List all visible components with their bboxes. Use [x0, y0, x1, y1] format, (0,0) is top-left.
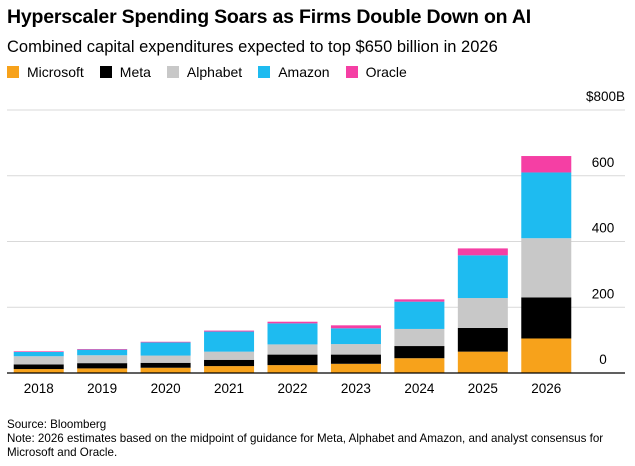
bar-segment-oracle-2026: [521, 156, 572, 173]
bar-segment-microsoft-2018: [13, 369, 64, 373]
bar-segment-alphabet-2024: [394, 328, 445, 347]
bar-segment-amazon-2021: [204, 331, 255, 352]
bar-segment-alphabet-2023: [330, 344, 381, 355]
bar-segment-oracle-2020: [140, 341, 191, 343]
bar-segment-meta-2024: [394, 346, 445, 359]
bar-segment-amazon-2025: [457, 255, 508, 299]
x-tick-label: 2025: [468, 381, 498, 396]
x-tick-label: 2021: [214, 381, 244, 396]
bar-segment-meta-2019: [77, 363, 128, 369]
legend-swatch-amazon: [258, 66, 271, 78]
stacked-bar-chart: 0 200 400 600 $800B 2018 2019 2020 2021 2022 2023 2…: [7, 89, 625, 396]
bar-segment-alphabet-2019: [77, 355, 128, 364]
legend-label-oracle: Oracle: [365, 64, 407, 80]
chart-footer: Source: Bloomberg Note: 2026 estimates b…: [7, 418, 607, 460]
bar-segment-meta-2023: [330, 354, 381, 364]
x-tick-label: 2018: [24, 381, 54, 396]
bar-segment-oracle-2024: [394, 299, 445, 302]
bar-segment-oracle-2019: [77, 349, 128, 350]
legend-swatch-meta: [99, 66, 112, 78]
bar-segment-microsoft-2022: [267, 365, 318, 373]
x-tick-label: 2020: [151, 381, 181, 396]
legend-swatch-microsoft: [7, 66, 19, 78]
bar-segment-microsoft-2024: [394, 358, 445, 373]
bar-segment-alphabet-2025: [457, 298, 508, 328]
bar-segment-microsoft-2023: [330, 363, 381, 373]
legend-item-amazon: Amazon: [258, 64, 330, 80]
bar-segment-microsoft-2021: [204, 366, 255, 373]
bar-segment-meta-2025: [457, 327, 508, 352]
legend-item-alphabet: Alphabet: [166, 64, 243, 80]
bar-segment-oracle-2018: [13, 351, 64, 352]
source-note: Source: Bloomberg: [7, 418, 107, 431]
bar-segment-microsoft-2020: [140, 367, 191, 373]
bar-segment-microsoft-2025: [457, 351, 508, 373]
bar-segment-microsoft-2019: [77, 368, 128, 373]
bar-segment-meta-2021: [204, 359, 255, 367]
legend-label-alphabet: Alphabet: [186, 64, 243, 80]
bar-segment-alphabet-2020: [140, 355, 191, 363]
x-tick-label: 2019: [87, 381, 117, 396]
bar-segment-amazon-2023: [330, 328, 381, 345]
legend-label-microsoft: Microsoft: [27, 64, 84, 80]
bar-segment-amazon-2019: [77, 349, 128, 356]
x-tick-label: 2023: [341, 381, 371, 396]
bar-segment-meta-2018: [13, 364, 64, 370]
y-tick-label: 400: [592, 221, 615, 236]
x-tick-label: 2022: [277, 381, 307, 396]
y-tick-label: 200: [592, 286, 615, 301]
bar-segment-oracle-2021: [204, 330, 255, 332]
bar-segment-alphabet-2018: [13, 356, 64, 365]
bar-segment-meta-2026: [521, 297, 572, 339]
bar-segment-alphabet-2022: [267, 344, 318, 355]
chart-legend: Microsoft Meta Alphabet Amazon Oracle: [7, 63, 423, 81]
bar-segment-meta-2022: [267, 354, 318, 366]
bar-segment-amazon-2020: [140, 342, 191, 356]
y-tick-label: 0: [599, 352, 607, 367]
legend-item-meta: Meta: [99, 64, 151, 80]
bar-segment-amazon-2022: [267, 323, 318, 345]
bar-segment-amazon-2024: [394, 301, 445, 329]
y-tick-label: 600: [592, 155, 615, 170]
x-tick-label: 2024: [404, 381, 435, 396]
legend-label-amazon: Amazon: [278, 64, 330, 80]
bar-segment-oracle-2022: [267, 321, 318, 324]
legend-swatch-oracle: [345, 66, 358, 78]
bar-segment-microsoft-2026: [521, 338, 572, 373]
bar-segment-amazon-2018: [13, 351, 64, 357]
bar-segment-alphabet-2026: [521, 238, 572, 298]
chart-subtitle: Combined capital expenditures expected t…: [7, 38, 498, 56]
y-tick-label: $800B: [586, 89, 625, 104]
bar-segment-amazon-2026: [521, 172, 572, 239]
legend-item-microsoft: Microsoft: [7, 64, 84, 80]
bar-segment-oracle-2023: [330, 325, 381, 329]
bar-segment-alphabet-2021: [204, 351, 255, 360]
bar-segment-meta-2020: [140, 362, 191, 368]
chart-title: Hyperscaler Spending Soars as Firms Doub…: [7, 6, 531, 28]
legend-label-meta: Meta: [119, 64, 151, 80]
footnote: Note: 2026 estimates based on the midpoi…: [7, 432, 604, 459]
legend-item-oracle: Oracle: [345, 64, 407, 80]
bar-segment-oracle-2025: [457, 248, 508, 256]
x-tick-label: 2026: [531, 381, 561, 396]
legend-swatch-alphabet: [166, 66, 179, 78]
